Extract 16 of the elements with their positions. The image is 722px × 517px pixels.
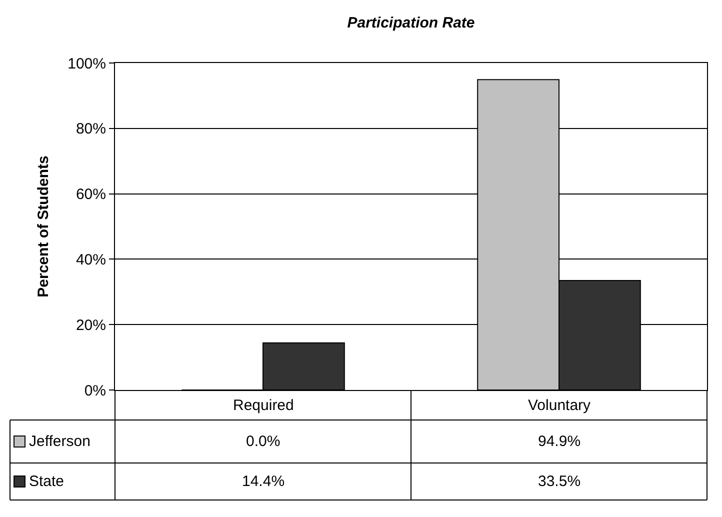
legend-label: State xyxy=(29,473,64,490)
chart-title: Participation Rate xyxy=(347,14,475,32)
y-tick-label: 60% xyxy=(76,186,106,204)
legend-label: Jefferson xyxy=(29,433,90,450)
y-tick-label: 20% xyxy=(76,316,106,334)
data-label: 0.0% xyxy=(246,433,280,450)
y-tick-label: 80% xyxy=(76,120,106,138)
x-tick-label: Voluntary xyxy=(528,397,592,414)
data-label: 33.5% xyxy=(538,473,581,490)
x-tick-label: Required xyxy=(233,397,294,414)
data-label: 14.4% xyxy=(242,473,285,490)
y-axis-title: Percent of Students xyxy=(34,156,52,298)
y-tick-label: 40% xyxy=(76,251,106,268)
y-tick-label: 100% xyxy=(68,55,106,72)
y-tick-label: 0% xyxy=(84,382,106,400)
data-label: 94.9% xyxy=(538,433,581,450)
